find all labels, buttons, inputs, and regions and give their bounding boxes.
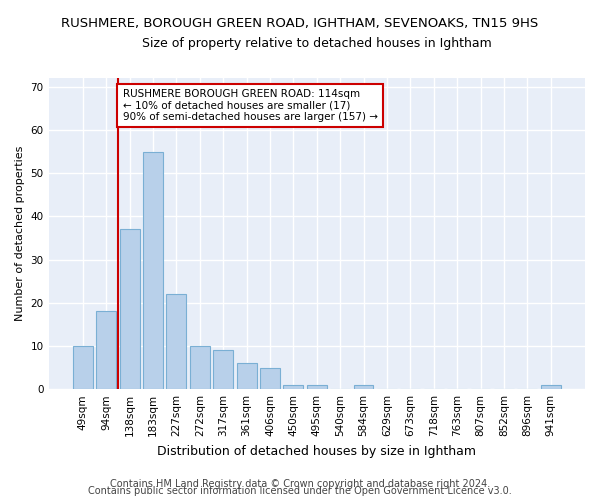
Bar xyxy=(143,152,163,389)
Bar xyxy=(120,230,140,389)
Bar xyxy=(166,294,187,389)
Y-axis label: Number of detached properties: Number of detached properties xyxy=(15,146,25,322)
Text: RUSHMERE, BOROUGH GREEN ROAD, IGHTHAM, SEVENOAKS, TN15 9HS: RUSHMERE, BOROUGH GREEN ROAD, IGHTHAM, S… xyxy=(61,18,539,30)
Bar xyxy=(541,385,560,389)
Bar xyxy=(97,312,116,389)
Text: Contains public sector information licensed under the Open Government Licence v3: Contains public sector information licen… xyxy=(88,486,512,496)
Title: Size of property relative to detached houses in Ightham: Size of property relative to detached ho… xyxy=(142,38,491,51)
Text: Contains HM Land Registry data © Crown copyright and database right 2024.: Contains HM Land Registry data © Crown c… xyxy=(110,479,490,489)
X-axis label: Distribution of detached houses by size in Ightham: Distribution of detached houses by size … xyxy=(157,444,476,458)
Bar xyxy=(236,364,257,389)
Bar xyxy=(213,350,233,389)
Bar xyxy=(307,385,327,389)
Bar xyxy=(283,385,304,389)
Text: RUSHMERE BOROUGH GREEN ROAD: 114sqm
← 10% of detached houses are smaller (17)
90: RUSHMERE BOROUGH GREEN ROAD: 114sqm ← 10… xyxy=(122,89,377,122)
Bar xyxy=(73,346,93,389)
Bar xyxy=(353,385,373,389)
Bar xyxy=(190,346,210,389)
Bar xyxy=(260,368,280,389)
